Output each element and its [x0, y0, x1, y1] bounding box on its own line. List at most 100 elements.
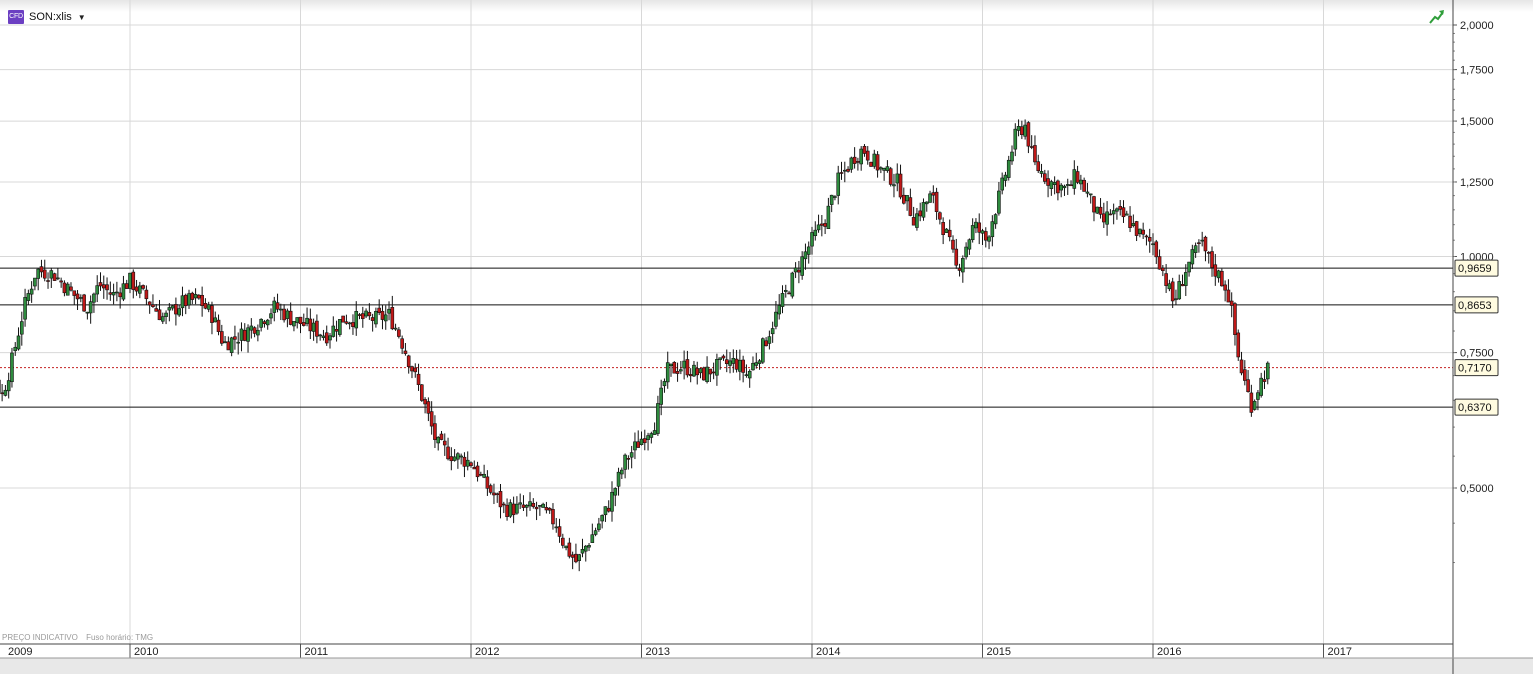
candle-body: [1118, 206, 1123, 210]
candle-body: [964, 246, 968, 258]
candle-body: [341, 315, 345, 323]
candle-body: [347, 322, 352, 325]
candle-body: [528, 501, 532, 507]
candle-body: [547, 507, 552, 511]
candle-body: [344, 321, 349, 324]
candle-body: [974, 221, 978, 229]
candle-body: [862, 146, 867, 154]
candle-body: [1062, 185, 1067, 189]
candle-body: [1174, 298, 1178, 301]
candle-body: [13, 346, 18, 352]
horizontal-levels: [0, 267, 1453, 408]
candle-body: [1262, 379, 1267, 382]
candle-body: [724, 359, 729, 365]
candle-body: [429, 411, 434, 427]
candle-body: [272, 300, 277, 313]
candle-body: [790, 272, 795, 297]
candle-body: [554, 526, 559, 529]
candle-body: [115, 291, 119, 294]
candle-body: [895, 173, 900, 184]
candle-body: [324, 332, 329, 344]
candle-body: [1161, 267, 1165, 272]
candle-body: [1164, 273, 1168, 286]
candle-body: [459, 455, 463, 458]
candle-body: [544, 507, 549, 511]
candle-body: [764, 340, 768, 347]
trend-arrow-icon[interactable]: [1428, 9, 1446, 25]
candle-body: [872, 153, 877, 167]
candle-body: [1049, 181, 1054, 189]
candle-body: [761, 338, 765, 363]
candle-body: [492, 492, 496, 496]
candle-body: [1023, 124, 1027, 137]
candle-body: [1154, 241, 1159, 258]
candle-body: [770, 328, 775, 335]
candle-body: [488, 485, 493, 493]
candle-body: [1082, 179, 1086, 192]
candle-body: [918, 210, 923, 217]
candle-body: [620, 469, 624, 475]
candle-body: [249, 325, 254, 331]
candle-body: [197, 294, 201, 299]
candle-body: [1102, 213, 1106, 223]
candle-body: [19, 321, 24, 335]
candle-body: [561, 537, 565, 546]
current-price-label-box: [1454, 359, 1499, 377]
candle-body: [174, 304, 178, 315]
candle-body: [597, 523, 601, 530]
candle-body: [1190, 249, 1195, 265]
candle-body: [508, 502, 513, 517]
candle-body: [911, 217, 916, 226]
cfd-badge-icon: CFD: [8, 10, 24, 24]
candle-body: [301, 322, 306, 326]
candle-body: [744, 374, 749, 376]
candle-body: [538, 505, 542, 507]
candle-body: [1036, 161, 1041, 172]
candle-body: [1085, 191, 1090, 194]
candle-body: [705, 366, 709, 382]
candle-body: [292, 321, 296, 327]
candle-body: [285, 310, 290, 319]
level-label-box: [1454, 398, 1499, 416]
candle-body: [164, 312, 168, 317]
candle-body: [961, 258, 965, 273]
x-tick-label: 2010: [134, 646, 158, 658]
candle-body: [810, 232, 814, 247]
candle-body: [783, 290, 788, 292]
candle-body: [685, 359, 690, 376]
candle-body: [282, 308, 286, 321]
candle-body: [944, 228, 949, 233]
candle-body: [206, 304, 211, 310]
candle-body: [242, 329, 247, 341]
candle-body: [1016, 126, 1021, 131]
x-tick-label: 2017: [1328, 646, 1352, 658]
candle-body: [295, 317, 300, 323]
candle-body: [1157, 256, 1162, 270]
candle-body: [85, 311, 90, 314]
candle-body: [406, 355, 411, 367]
candle-body: [1216, 270, 1221, 279]
candle-body: [1006, 159, 1011, 178]
candle-body: [128, 272, 132, 289]
candle-body: [1183, 272, 1188, 286]
symbol-selector[interactable]: CFD SON:xlis ▼: [8, 9, 86, 25]
candle-body: [141, 285, 145, 289]
candle-body: [534, 506, 539, 510]
candle-body: [941, 222, 945, 235]
candle-body: [551, 509, 555, 525]
candle-body: [662, 381, 667, 387]
level-labels: 0,9659 0,8653 0,6370 0,7170: [1454, 259, 1499, 416]
candle-body: [187, 293, 191, 306]
level-label: 0,9659: [1458, 263, 1492, 275]
candle-body: [220, 331, 224, 344]
candle-body: [190, 292, 195, 300]
candle-body: [259, 318, 263, 328]
candle-body: [564, 545, 568, 549]
candle-body: [698, 368, 703, 374]
level-label: 0,8653: [1458, 300, 1492, 312]
candle-body: [1213, 264, 1218, 277]
candle-body: [915, 213, 919, 228]
candle-body: [829, 194, 834, 205]
candle-body: [777, 305, 782, 315]
candle-body: [787, 292, 791, 295]
